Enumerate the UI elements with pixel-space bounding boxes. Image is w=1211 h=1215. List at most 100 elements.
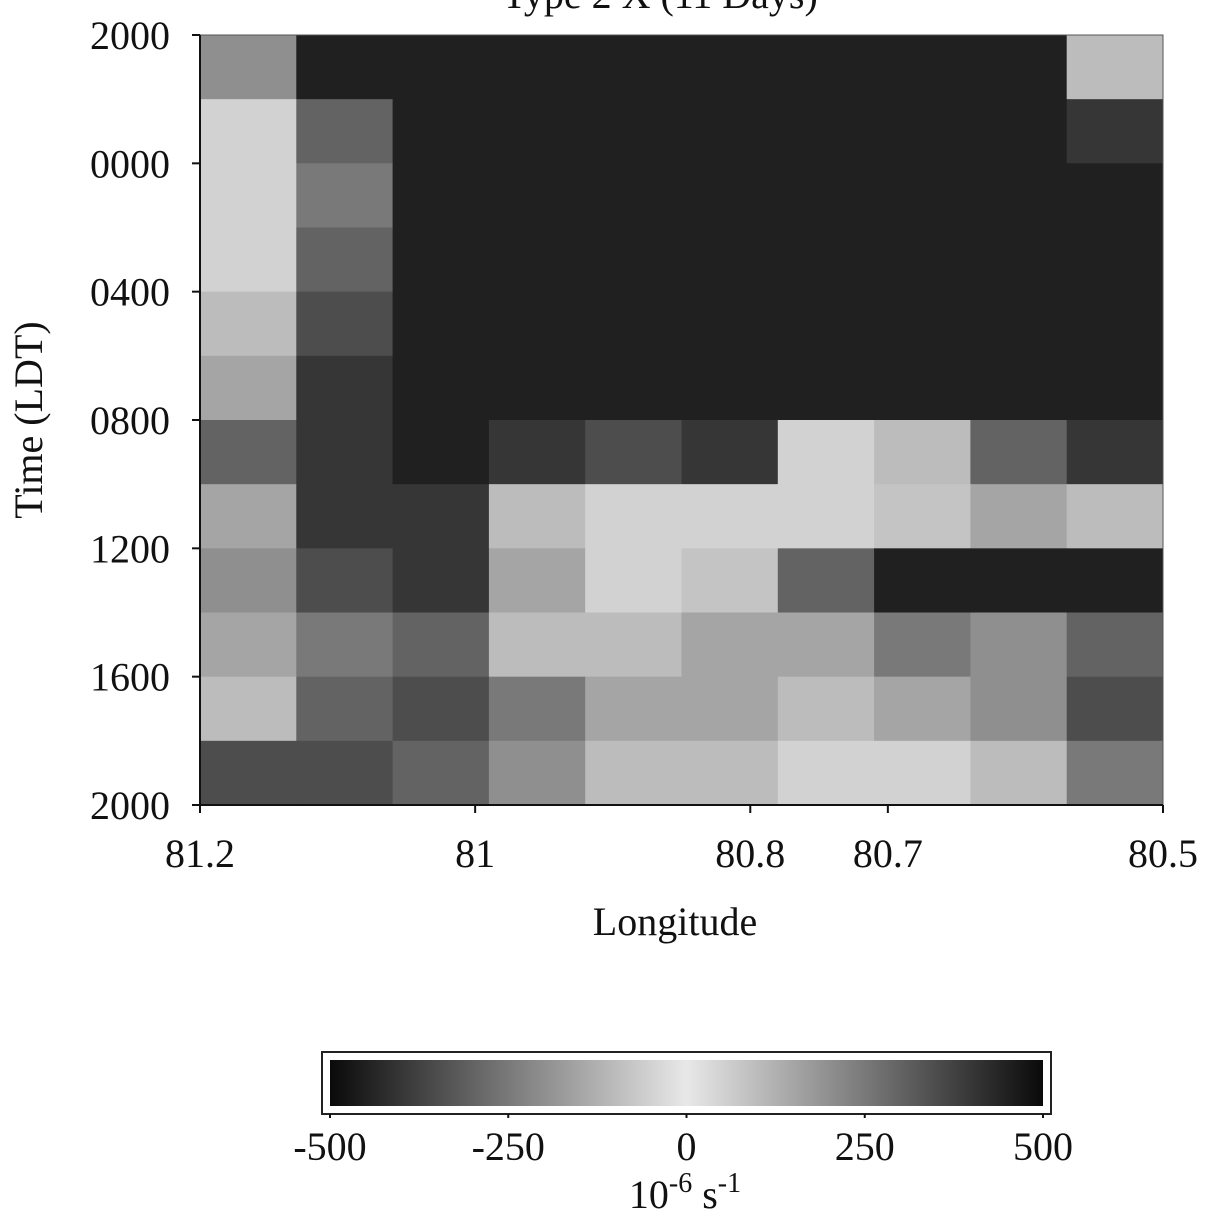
heat-cell <box>874 291 971 357</box>
heat-cell <box>970 355 1068 421</box>
heat-cell <box>296 420 394 485</box>
heat-cell <box>681 227 779 293</box>
heat-cell <box>874 420 971 485</box>
colorbar-label-exp: -1 <box>718 1168 741 1199</box>
heat-cell <box>200 420 297 485</box>
heat-cell <box>296 484 394 549</box>
heat-cell <box>1066 740 1164 806</box>
heat-cell <box>874 484 971 549</box>
heat-cell <box>874 35 971 100</box>
heat-cell <box>200 612 297 678</box>
heat-cell <box>1066 676 1164 742</box>
heat-cell <box>681 291 779 357</box>
heat-cell <box>296 291 394 357</box>
heat-cell <box>1066 291 1164 357</box>
heat-cell <box>585 355 682 421</box>
colorbar-tick-label: 0 <box>677 1124 697 1169</box>
heat-cell <box>488 420 586 485</box>
heat-cell <box>296 355 394 421</box>
heat-cell <box>970 612 1068 678</box>
colorbar-tick-label: -500 <box>293 1124 366 1169</box>
heat-cell <box>585 740 682 806</box>
colorbar <box>330 1060 1043 1106</box>
heat-cell <box>970 163 1068 228</box>
heat-cell <box>585 35 682 100</box>
heat-cell <box>488 676 586 742</box>
heat-cell <box>296 612 394 678</box>
heat-cell <box>200 484 297 549</box>
heat-cell <box>970 420 1068 485</box>
heat-cell <box>200 99 297 164</box>
heat-cell <box>200 163 297 228</box>
heat-cell <box>1066 548 1164 613</box>
heat-cell <box>874 676 971 742</box>
heat-cell <box>200 740 297 806</box>
heat-cell <box>392 355 490 421</box>
heat-cell <box>296 99 394 164</box>
heat-cell <box>200 291 297 357</box>
heat-cell <box>392 35 490 100</box>
heat-cell <box>488 355 586 421</box>
heat-cell <box>488 227 586 293</box>
heat-cell <box>392 548 490 613</box>
heat-cell <box>392 420 490 485</box>
y-tick-label: 1600 <box>90 655 170 700</box>
y-tick-label: 2000 <box>90 13 170 58</box>
heat-cell <box>970 227 1068 293</box>
heat-cell <box>1066 612 1164 678</box>
colorbar-tick-label: 250 <box>835 1124 895 1169</box>
heat-cell <box>777 740 875 806</box>
heat-cell <box>488 484 586 549</box>
chart-title: Type 2 X (11 Days) <box>502 0 818 17</box>
y-tick-label: 0800 <box>90 398 170 443</box>
heat-cell <box>681 740 779 806</box>
y-tick-label: 2000 <box>90 783 170 828</box>
heat-cell <box>777 548 875 613</box>
heat-cell <box>970 291 1068 357</box>
heat-cell <box>200 35 297 100</box>
heat-cell <box>200 227 297 293</box>
heat-cell <box>874 612 971 678</box>
heat-cell <box>392 676 490 742</box>
heat-cell <box>1066 355 1164 421</box>
heat-cell <box>585 612 682 678</box>
heat-cell <box>585 676 682 742</box>
heat-cell <box>874 227 971 293</box>
heat-cell <box>874 548 971 613</box>
heat-cell <box>585 484 682 549</box>
heat-cell <box>585 420 682 485</box>
heat-cell <box>1066 99 1164 164</box>
heat-cell <box>777 35 875 100</box>
heat-cell <box>392 484 490 549</box>
heat-cell <box>970 35 1068 100</box>
heat-cell <box>296 740 394 806</box>
heat-cell <box>585 163 682 228</box>
heat-cell <box>681 35 779 100</box>
heat-cell <box>777 291 875 357</box>
x-tick-label: 81.2 <box>165 831 235 876</box>
heat-cell <box>200 355 297 421</box>
heat-cell <box>681 163 779 228</box>
colorbar-label-unit: s <box>692 1172 718 1215</box>
heat-cell <box>585 291 682 357</box>
colorbar-label-base: 10 <box>629 1172 669 1215</box>
heat-cell <box>777 355 875 421</box>
heat-cell <box>585 227 682 293</box>
heat-cell <box>392 227 490 293</box>
x-tick-label: 80.8 <box>715 831 785 876</box>
heat-cell <box>1066 227 1164 293</box>
heat-cell <box>970 548 1068 613</box>
heat-cell <box>1066 484 1164 549</box>
heat-cell <box>777 227 875 293</box>
heat-cell <box>488 99 586 164</box>
x-tick-label: 81 <box>455 831 495 876</box>
heat-cell <box>1066 35 1164 100</box>
heat-cell <box>585 548 682 613</box>
heat-cell <box>874 740 971 806</box>
heat-cell <box>681 548 779 613</box>
heat-cell <box>681 484 779 549</box>
heat-cell <box>874 99 971 164</box>
colorbar-label-exp: -6 <box>669 1168 692 1199</box>
heat-cell <box>777 612 875 678</box>
